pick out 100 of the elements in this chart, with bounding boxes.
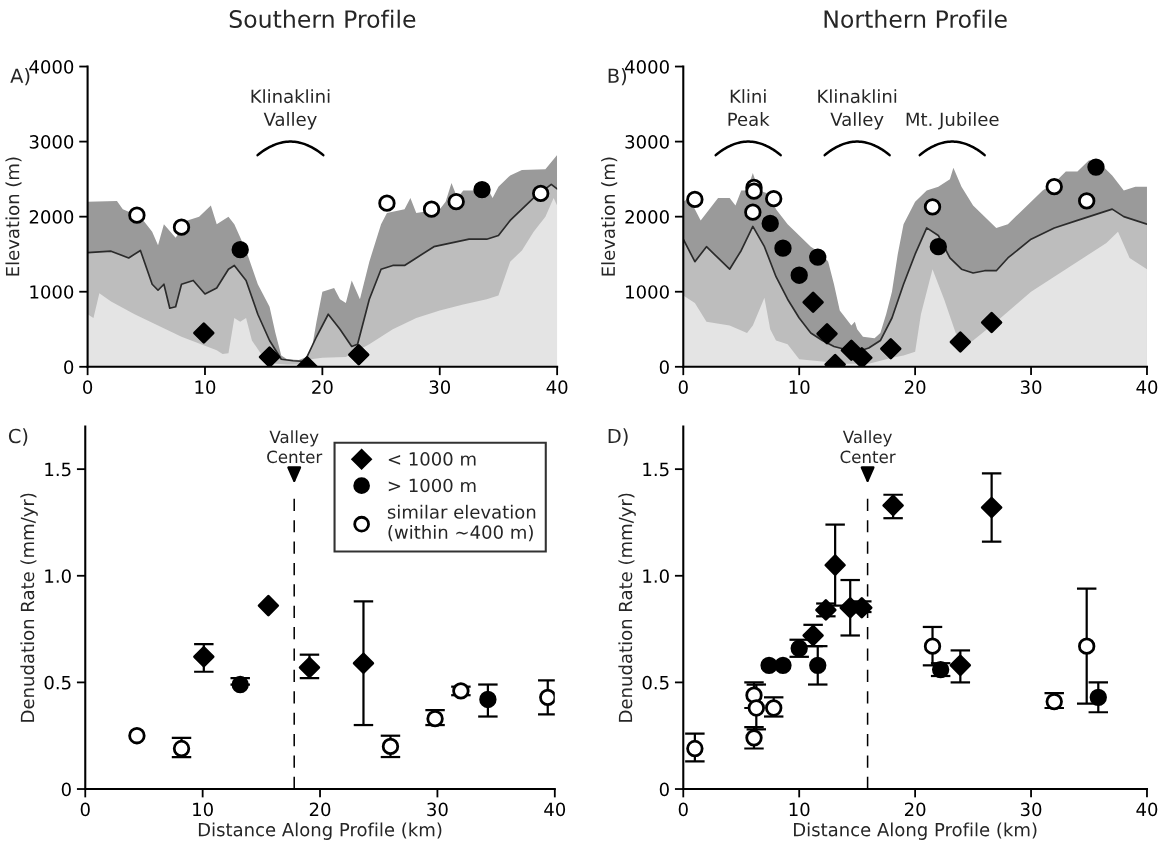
chart-title: Northern Profile xyxy=(824,9,1007,28)
annotation: Klinaklini Valley xyxy=(818,89,897,130)
point xyxy=(231,241,249,259)
point xyxy=(348,344,370,366)
point xyxy=(790,266,808,284)
x-tick-label: 20 xyxy=(312,380,333,394)
point xyxy=(747,699,765,717)
point xyxy=(744,203,762,221)
x-tick-label: 10 xyxy=(193,802,213,817)
y-tick-label: 0.5 xyxy=(44,675,71,690)
point xyxy=(532,184,550,203)
point xyxy=(980,311,1003,334)
text: D) xyxy=(608,428,628,446)
point xyxy=(1045,177,1063,196)
point xyxy=(809,248,827,266)
x-tick-label: 0 xyxy=(678,380,688,394)
y-tick-label: 4000 xyxy=(625,59,669,74)
y-tick-label: 4000 xyxy=(29,59,74,74)
point xyxy=(128,206,146,224)
chart-title: Southern Profile xyxy=(229,9,416,28)
x-tick-label: 0 xyxy=(80,802,90,817)
point xyxy=(980,496,1003,519)
point xyxy=(851,347,873,367)
x-tick-label: 0 xyxy=(678,802,688,817)
legend-label: similar elevation (within ~400 m) xyxy=(387,504,536,542)
point xyxy=(172,218,191,236)
ref-line-label: Valley Center xyxy=(267,430,323,464)
point xyxy=(929,238,947,256)
x-tick-label: 40 xyxy=(546,380,568,394)
y-tick-label: 2000 xyxy=(29,210,74,224)
x-tick-label: 40 xyxy=(544,802,566,817)
ref-line-label: Valley Center xyxy=(840,430,896,464)
point xyxy=(1078,192,1096,210)
x-tick-label: 20 xyxy=(309,802,331,817)
legend-label: > 1000 m xyxy=(388,478,476,493)
point xyxy=(761,214,779,233)
point xyxy=(231,675,249,694)
point xyxy=(745,182,763,200)
y-tick-label: 1000 xyxy=(30,285,74,299)
point xyxy=(352,652,375,674)
y-axis-title: Elevation (m) xyxy=(601,157,618,276)
y-tick-label: 0.5 xyxy=(642,675,669,690)
y-axis-title: Elevation (m) xyxy=(5,157,22,276)
point xyxy=(1089,688,1107,706)
point xyxy=(949,331,972,353)
text: C) xyxy=(8,428,28,446)
point xyxy=(1087,158,1105,176)
point xyxy=(447,192,465,211)
point xyxy=(809,656,827,675)
y-tick-label: 0 xyxy=(659,360,669,374)
x-tick-label: 10 xyxy=(789,802,810,817)
x-tick-label: 20 xyxy=(904,380,926,394)
x-tick-label: 30 xyxy=(429,380,451,394)
y-axis-title: Denudation Rate (mm/yr) xyxy=(618,493,636,722)
point xyxy=(802,291,824,313)
text: A) xyxy=(10,68,30,86)
point xyxy=(1078,637,1096,655)
x-tick-label: 40 xyxy=(1136,380,1158,394)
point xyxy=(193,646,215,668)
point xyxy=(949,654,972,677)
point xyxy=(824,554,846,576)
y-tick-label: 2000 xyxy=(625,210,669,224)
point xyxy=(686,190,704,209)
x-tick-label: 0 xyxy=(83,380,93,394)
y-tick-label: 1.5 xyxy=(45,462,71,477)
point xyxy=(473,180,491,199)
point xyxy=(923,198,942,216)
x-tick-label: 30 xyxy=(1020,380,1042,394)
x-axis-title: Distance Along Profile (km) xyxy=(794,822,1037,840)
point xyxy=(774,656,792,675)
point xyxy=(193,322,215,344)
annotation: Mt. Jubilee xyxy=(906,112,999,130)
point xyxy=(258,346,281,367)
y-tick-label: 0 xyxy=(64,360,74,374)
point xyxy=(257,594,280,617)
x-tick-label: 10 xyxy=(789,380,810,394)
point xyxy=(774,239,792,257)
point xyxy=(760,656,778,675)
y-tick-label: 1.5 xyxy=(643,462,669,477)
y-tick-label: 0 xyxy=(61,782,71,797)
y-tick-label: 1.0 xyxy=(643,569,669,583)
y-tick-label: 1000 xyxy=(626,285,669,299)
x-tick-label: 30 xyxy=(1020,802,1042,817)
point xyxy=(128,727,146,745)
point xyxy=(539,688,555,706)
point xyxy=(378,194,396,212)
point xyxy=(479,690,497,709)
point xyxy=(880,338,902,360)
point xyxy=(816,323,838,345)
x-axis-title: Distance Along Profile (km) xyxy=(198,822,442,840)
point xyxy=(923,637,942,655)
y-tick-label: 1.0 xyxy=(45,569,71,583)
annotation: Klinaklini Valley xyxy=(251,89,330,130)
y-axis-title: Denudation Rate (mm/yr) xyxy=(20,493,38,722)
y-tick-label: 0 xyxy=(659,782,669,797)
y-tick-label: 3000 xyxy=(29,135,74,149)
y-tick-label: 3000 xyxy=(625,135,669,149)
x-tick-label: 40 xyxy=(1136,802,1158,817)
text: B) xyxy=(608,68,627,86)
x-tick-label: 10 xyxy=(195,380,216,394)
